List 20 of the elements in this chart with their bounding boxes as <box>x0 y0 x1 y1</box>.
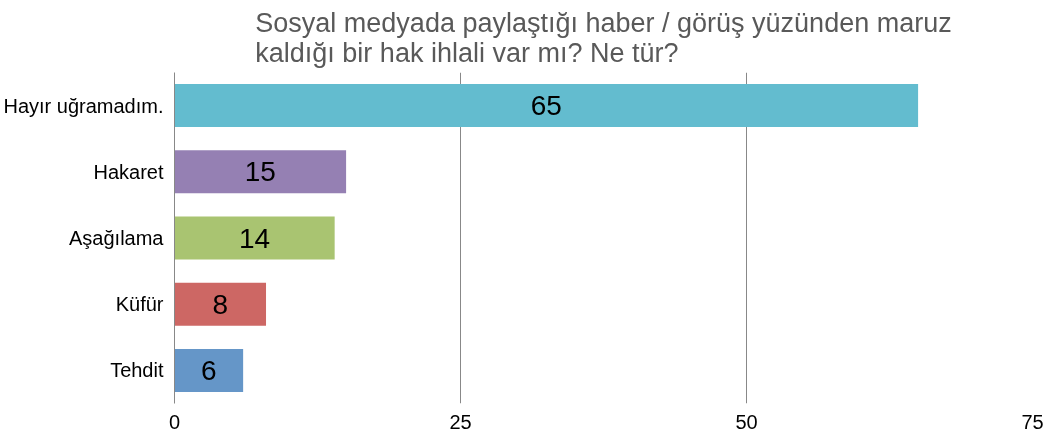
data-label: 6 <box>201 354 217 386</box>
x-tick-label: 25 <box>449 410 472 431</box>
x-tick-label: 0 <box>168 410 181 431</box>
y-tick-label: Hayır uğramadım. <box>3 94 164 117</box>
x-tick-label: 75 <box>1021 410 1044 431</box>
bar <box>174 348 244 392</box>
bar <box>174 282 267 326</box>
bar <box>174 84 919 128</box>
y-tick-label: Aşağılama <box>69 227 165 249</box>
x-tick-label: 50 <box>735 410 758 431</box>
data-label: 8 <box>212 288 229 320</box>
data-label: 14 <box>239 222 271 254</box>
data-label: 15 <box>244 156 276 188</box>
bar <box>174 216 335 260</box>
data-label: 65 <box>530 90 562 122</box>
bar <box>174 150 347 194</box>
y-tick-label: Tehdit <box>110 359 164 382</box>
y-tick-label: Hakaret <box>93 160 164 183</box>
y-tick-label: Küfür <box>115 293 164 316</box>
chart-title: Sosyal medyada paylaştığı haber / görüş yüzünden maruz kaldığı bir hak ihlali var mı? Ne tür? <box>255 7 952 68</box>
